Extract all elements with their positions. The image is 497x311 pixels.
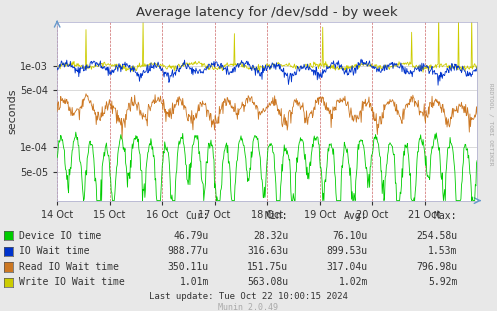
Text: 317.04u: 317.04u bbox=[327, 262, 368, 272]
Text: 1.53m: 1.53m bbox=[428, 246, 457, 256]
Text: 1.01m: 1.01m bbox=[179, 277, 209, 287]
Text: Min:: Min: bbox=[265, 211, 288, 221]
Text: 151.75u: 151.75u bbox=[247, 262, 288, 272]
Text: Cur:: Cur: bbox=[185, 211, 209, 221]
Text: Last update: Tue Oct 22 10:00:15 2024: Last update: Tue Oct 22 10:00:15 2024 bbox=[149, 292, 348, 300]
Text: 316.63u: 316.63u bbox=[247, 246, 288, 256]
Text: 254.58u: 254.58u bbox=[416, 231, 457, 241]
Text: 5.92m: 5.92m bbox=[428, 277, 457, 287]
Text: 563.08u: 563.08u bbox=[247, 277, 288, 287]
Text: 28.32u: 28.32u bbox=[253, 231, 288, 241]
Text: 988.77u: 988.77u bbox=[167, 246, 209, 256]
Text: Munin 2.0.49: Munin 2.0.49 bbox=[219, 303, 278, 311]
Text: Read IO Wait time: Read IO Wait time bbox=[19, 262, 119, 272]
Text: 1.02m: 1.02m bbox=[338, 277, 368, 287]
Text: Max:: Max: bbox=[434, 211, 457, 221]
Text: 796.98u: 796.98u bbox=[416, 262, 457, 272]
Text: 46.79u: 46.79u bbox=[173, 231, 209, 241]
Title: Average latency for /dev/sdd - by week: Average latency for /dev/sdd - by week bbox=[136, 6, 398, 19]
Text: Device IO time: Device IO time bbox=[19, 231, 101, 241]
Text: 76.10u: 76.10u bbox=[332, 231, 368, 241]
Text: RRDTOOL / TOBI OETIKER: RRDTOOL / TOBI OETIKER bbox=[489, 83, 494, 166]
Text: Avg:: Avg: bbox=[344, 211, 368, 221]
Text: 350.11u: 350.11u bbox=[167, 262, 209, 272]
Y-axis label: seconds: seconds bbox=[7, 88, 17, 134]
Text: IO Wait time: IO Wait time bbox=[19, 246, 89, 256]
Text: 899.53u: 899.53u bbox=[327, 246, 368, 256]
Text: Write IO Wait time: Write IO Wait time bbox=[19, 277, 125, 287]
